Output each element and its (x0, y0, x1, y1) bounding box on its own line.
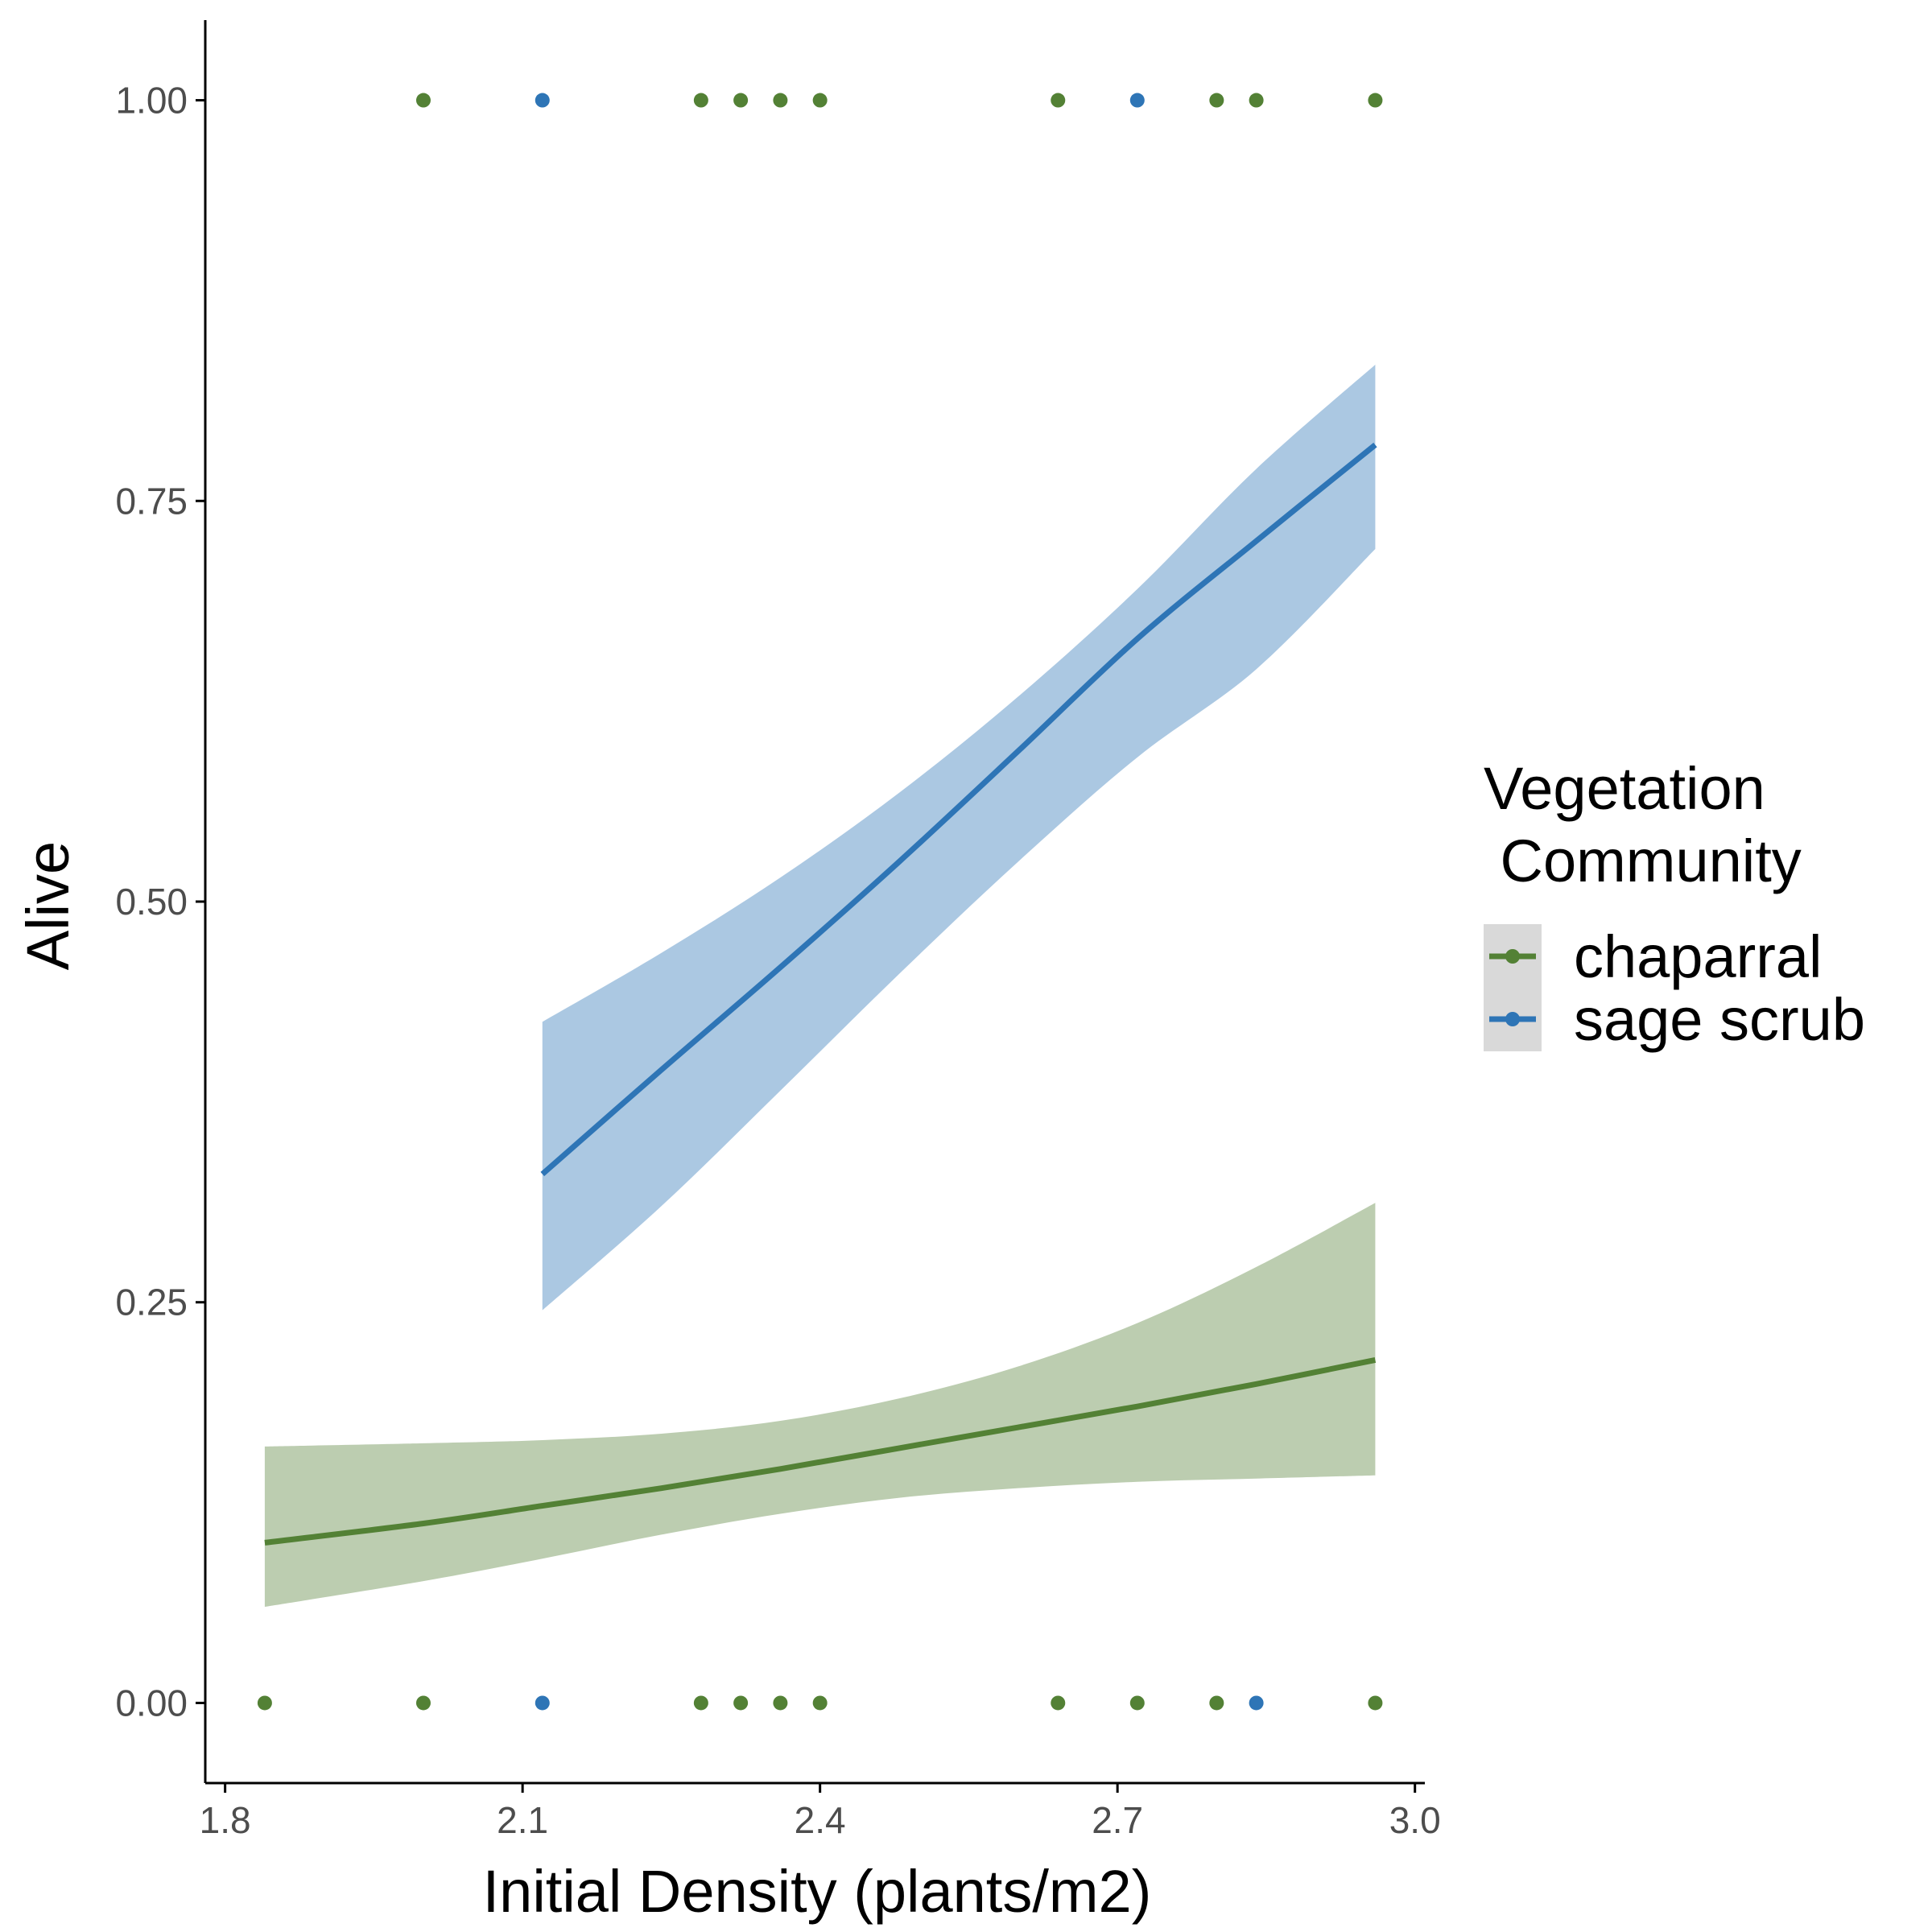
x-axis-ticks: 1.8 2.1 2.4 2.7 3.0 (200, 1783, 1441, 1841)
ribbon-sage-scrub (542, 365, 1376, 1311)
point-chaparral (257, 1695, 272, 1711)
y-tick-label: 0.25 (115, 1282, 188, 1323)
y-tick-label: 0.50 (115, 881, 188, 923)
legend-title: Vegetation Community (1481, 755, 1885, 894)
confidence-ribbons (264, 365, 1376, 1607)
point-sage-scrub (535, 1695, 550, 1711)
legend-key-background (1484, 924, 1542, 1051)
point-chaparral (733, 1695, 749, 1711)
point-chaparral (1368, 93, 1383, 108)
point-chaparral (773, 93, 788, 108)
y-tick-label: 1.00 (115, 80, 188, 122)
point-chaparral (1249, 93, 1264, 108)
y-tick-label: 0.75 (115, 480, 188, 522)
point-sage-scrub (535, 93, 550, 108)
x-tick-label: 2.4 (795, 1799, 846, 1841)
point-chaparral (415, 93, 431, 108)
legend-label-chaparral: chaparral (1574, 923, 1823, 990)
y-axis-ticks: 0.00 0.25 0.50 0.75 1.00 (115, 80, 205, 1724)
point-chaparral (693, 1695, 708, 1711)
x-tick-label: 2.7 (1092, 1799, 1143, 1841)
point-chaparral (733, 93, 749, 108)
legend-title-line-2: Community (1484, 828, 1802, 894)
point-sage-scrub (1129, 93, 1145, 108)
point-chaparral (773, 1695, 788, 1711)
point-chaparral (812, 1695, 828, 1711)
point-chaparral (1209, 93, 1224, 108)
x-axis-title: Initial Density (plants/m2) (483, 1858, 1152, 1925)
point-sage-scrub (1249, 1695, 1264, 1711)
point-chaparral (693, 93, 708, 108)
ribbon-chaparral (264, 1203, 1376, 1607)
point-chaparral (415, 1695, 431, 1711)
fit-lines (264, 442, 1377, 1546)
legend-title-line-1: Vegetation (1484, 755, 1765, 822)
point-chaparral (1051, 1695, 1066, 1711)
y-tick-label: 0.00 (115, 1682, 188, 1724)
legend-key-point-chaparral (1505, 949, 1520, 964)
fit-line-sage-scrub (540, 442, 1377, 1177)
x-tick-label: 1.8 (200, 1799, 251, 1841)
point-chaparral (1129, 1695, 1145, 1711)
legend-label-sage-scrub: sage scrub (1574, 986, 1865, 1053)
legend-key-point-sage-scrub (1505, 1012, 1520, 1026)
y-axis-title: Alive (14, 841, 81, 970)
x-tick-label: 3.0 (1389, 1799, 1441, 1841)
point-chaparral (812, 93, 828, 108)
x-tick-label: 2.1 (497, 1799, 548, 1841)
point-chaparral (1051, 93, 1066, 108)
data-points (257, 93, 1383, 1711)
point-chaparral (1368, 1695, 1383, 1711)
fit-line-chaparral (264, 1356, 1377, 1546)
point-chaparral (1209, 1695, 1224, 1711)
